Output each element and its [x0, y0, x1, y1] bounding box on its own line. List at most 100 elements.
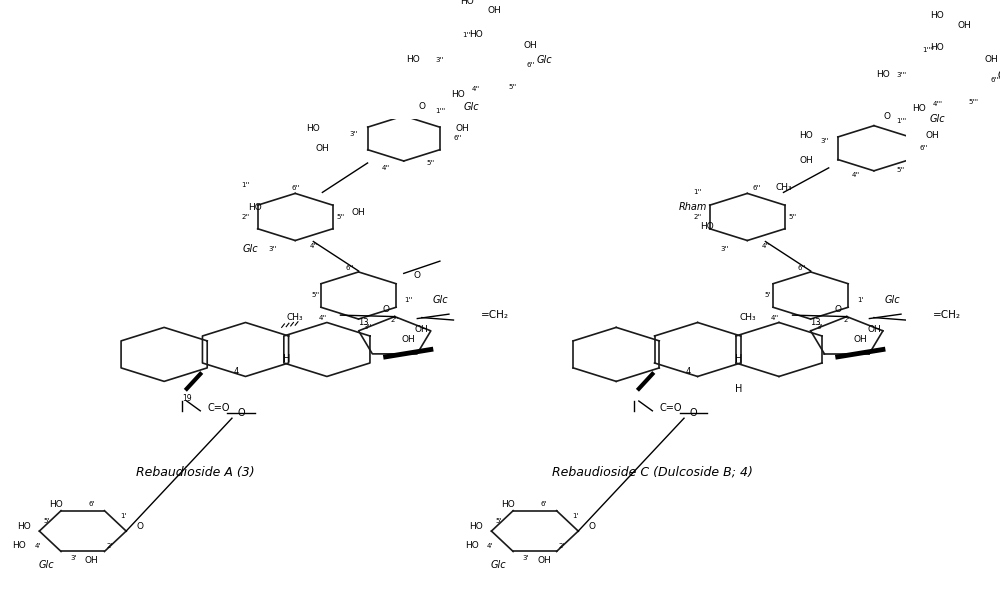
Text: OH: OH	[523, 41, 537, 49]
Text: 5': 5'	[496, 518, 502, 524]
Text: 4''': 4'''	[932, 101, 942, 107]
Text: Rebaudioside A (3): Rebaudioside A (3)	[136, 466, 255, 478]
Text: 6'': 6''	[345, 266, 354, 271]
Text: 3'': 3''	[820, 138, 828, 144]
Text: 2': 2'	[844, 317, 850, 323]
Text: H: H	[735, 384, 742, 393]
Text: Glc: Glc	[464, 101, 479, 112]
Text: 1': 1'	[572, 513, 579, 519]
Text: Glc: Glc	[39, 560, 54, 571]
Text: O: O	[418, 102, 425, 111]
Text: 5'': 5''	[336, 214, 345, 220]
Text: Glc: Glc	[929, 114, 945, 124]
Text: HO: HO	[469, 30, 483, 39]
Text: 5': 5'	[764, 293, 770, 299]
Text: HO: HO	[469, 522, 483, 531]
Text: 6'': 6''	[454, 136, 462, 141]
Text: O: O	[382, 305, 389, 313]
Text: 1''': 1'''	[435, 108, 445, 114]
Text: 3'': 3''	[350, 131, 358, 136]
Text: O: O	[414, 271, 421, 280]
Text: OH: OH	[853, 335, 867, 344]
Text: 5'': 5''	[427, 160, 435, 166]
Text: 3'': 3''	[436, 57, 444, 63]
Text: 5'': 5''	[508, 84, 516, 90]
Text: 6'': 6''	[752, 185, 760, 191]
Text: 3'': 3''	[269, 246, 277, 252]
Text: Glc: Glc	[884, 295, 900, 306]
Text: O: O	[136, 522, 143, 531]
Text: 5'': 5''	[897, 167, 905, 174]
Text: CH₃: CH₃	[775, 183, 792, 192]
Text: HO: HO	[876, 70, 890, 79]
Text: 1': 1'	[120, 513, 127, 519]
Text: 6'': 6''	[526, 62, 534, 68]
Text: 1'': 1''	[404, 298, 412, 304]
Text: Glc: Glc	[536, 55, 552, 65]
Text: OH: OH	[487, 6, 501, 15]
Text: O: O	[237, 408, 245, 419]
Text: 6'': 6''	[291, 185, 299, 191]
Text: HO: HO	[930, 11, 944, 20]
Text: Glc: Glc	[491, 560, 506, 571]
Text: HO: HO	[49, 500, 63, 508]
Text: 5''': 5'''	[968, 98, 978, 104]
Text: 4'': 4''	[472, 86, 480, 92]
Text: 1'''': 1''''	[922, 47, 934, 53]
Text: OH: OH	[957, 21, 971, 30]
Text: 19: 19	[182, 394, 192, 403]
Text: OH: OH	[456, 124, 469, 133]
Text: 6''': 6'''	[991, 76, 1000, 82]
Text: O: O	[689, 408, 697, 419]
Text: 4': 4'	[487, 543, 493, 549]
Text: H: H	[735, 354, 742, 364]
Text: CH₃: CH₃	[287, 313, 304, 322]
Text: Glc: Glc	[997, 70, 1000, 79]
Text: HO: HO	[17, 522, 31, 531]
Text: HO: HO	[912, 104, 926, 114]
Text: HO: HO	[799, 131, 813, 141]
Text: OH: OH	[537, 556, 551, 565]
Text: 2'': 2''	[391, 317, 399, 323]
Text: OH: OH	[985, 56, 998, 64]
Text: O: O	[884, 112, 891, 121]
Text: 2': 2'	[107, 543, 113, 549]
Text: Glc: Glc	[432, 295, 448, 306]
Text: 3': 3'	[71, 555, 77, 561]
Text: 4: 4	[686, 367, 691, 376]
Text: HO: HO	[13, 541, 26, 551]
Text: 3'': 3''	[363, 324, 372, 331]
Text: 4'': 4''	[382, 165, 390, 171]
Text: 3'': 3''	[721, 246, 729, 252]
Text: 1''': 1'''	[896, 119, 906, 124]
Text: HO: HO	[306, 124, 320, 133]
Text: OH: OH	[867, 325, 881, 334]
Text: 3': 3'	[816, 324, 823, 331]
Text: 1''': 1'''	[462, 32, 472, 38]
Text: H: H	[283, 354, 290, 364]
Text: 4: 4	[234, 367, 239, 376]
Text: CH₃: CH₃	[739, 313, 756, 322]
Text: Rham: Rham	[679, 202, 707, 212]
Text: O: O	[588, 522, 595, 531]
Text: OH: OH	[315, 144, 329, 153]
Text: OH: OH	[85, 556, 99, 565]
Text: HO: HO	[465, 541, 478, 551]
Text: 3': 3'	[523, 555, 529, 561]
Text: =CH₂: =CH₂	[481, 310, 509, 320]
Text: 1'': 1''	[693, 189, 702, 196]
Text: 13: 13	[810, 318, 820, 327]
Text: 1': 1'	[857, 298, 864, 304]
Text: 2': 2'	[559, 543, 565, 549]
Text: OH: OH	[401, 335, 415, 344]
Text: HO: HO	[460, 0, 474, 5]
Text: OH: OH	[926, 131, 940, 141]
Text: 4'': 4''	[770, 315, 779, 321]
Text: HO: HO	[930, 43, 944, 52]
Text: 13: 13	[358, 318, 368, 327]
Text: 5'': 5''	[311, 293, 319, 299]
Text: 3''': 3'''	[896, 71, 906, 78]
Text: O: O	[834, 305, 841, 313]
Text: OH: OH	[799, 156, 813, 165]
Text: 6': 6'	[541, 501, 547, 507]
